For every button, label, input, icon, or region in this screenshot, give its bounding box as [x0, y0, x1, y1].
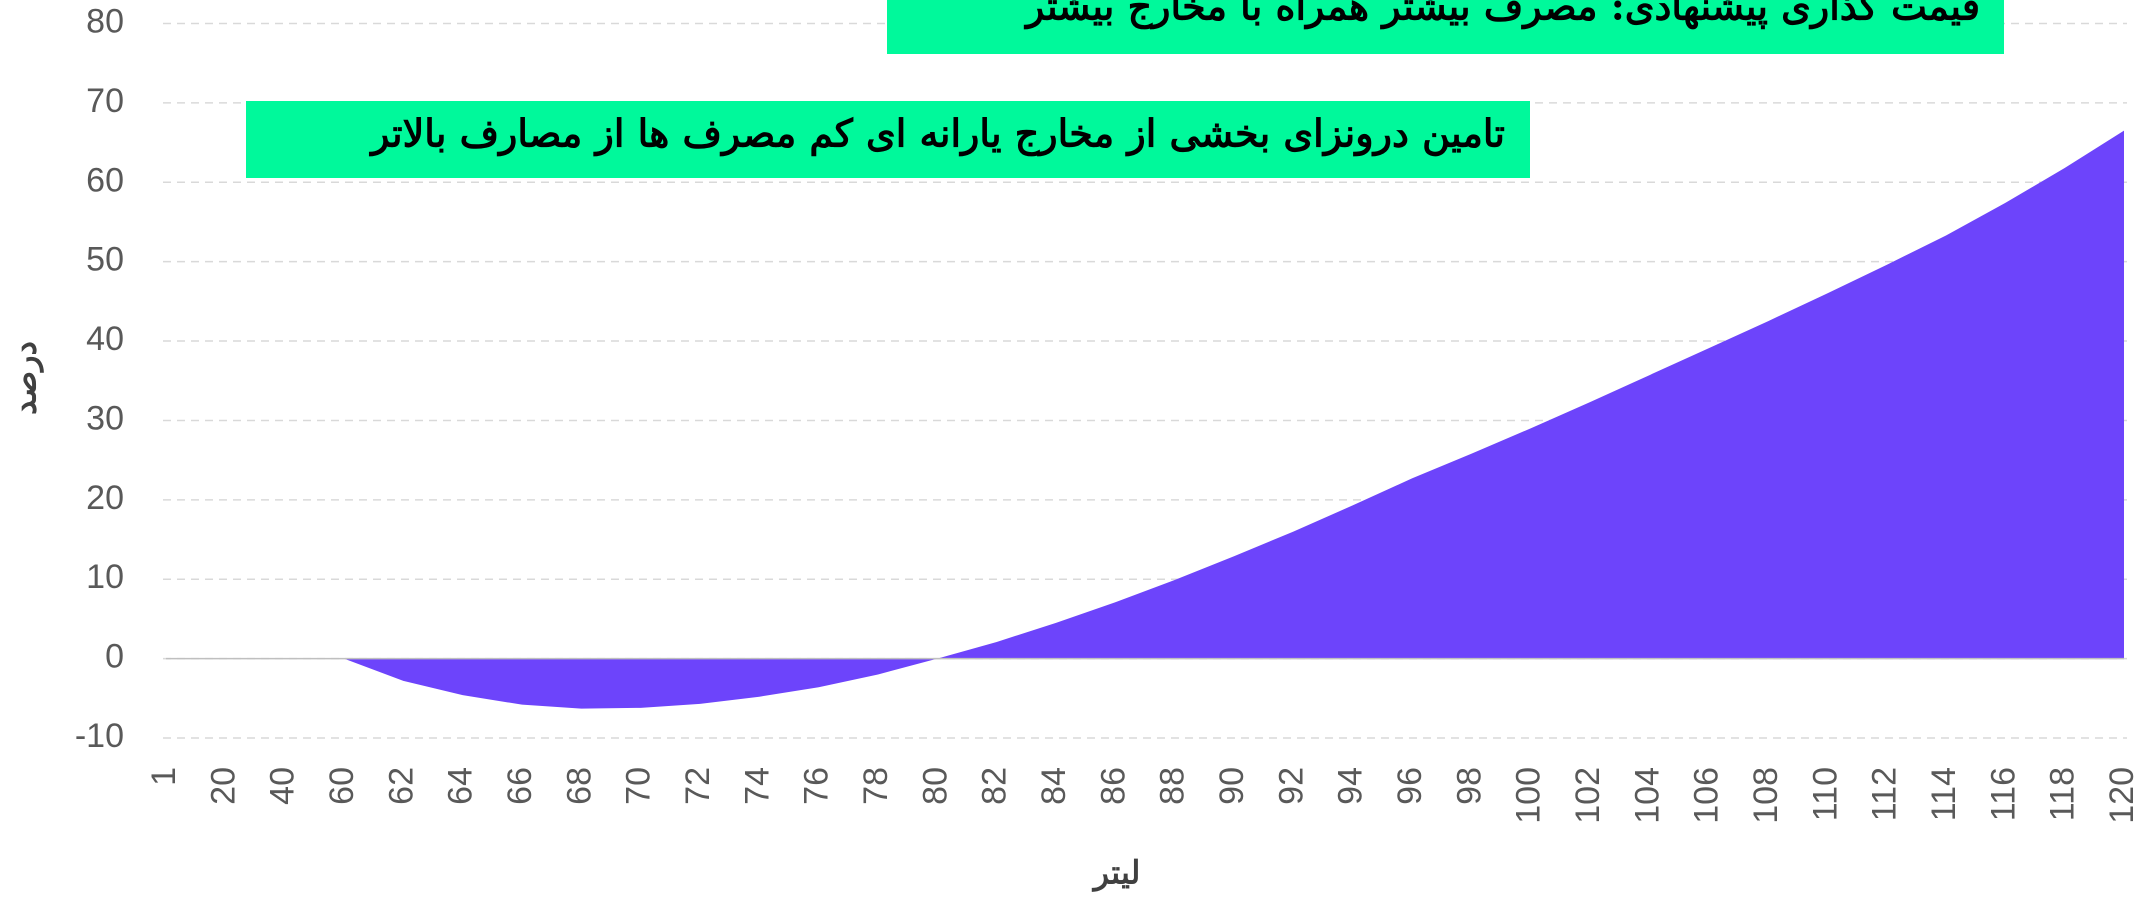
y-tick-label: 40: [86, 320, 124, 358]
x-tick-label: 100: [1510, 767, 1548, 824]
annotation-box: [246, 101, 1530, 178]
y-tick-label: 0: [105, 638, 124, 676]
x-tick-label: 102: [1569, 767, 1607, 824]
x-tick-label: 114: [1925, 767, 1963, 821]
area: [166, 130, 2124, 709]
annotation: تامین درونزای بخشی از مخارج یارانه ای کم…: [368, 111, 1505, 157]
x-tick-label: 74: [738, 767, 776, 805]
y-tick-label: 70: [86, 82, 124, 120]
x-tick-label: 98: [1450, 767, 1488, 805]
x-tick-label: 62: [382, 767, 420, 805]
x-axis-label: لیتر: [1092, 854, 1141, 893]
x-tick-label: 106: [1688, 767, 1726, 824]
x-tick-label: 70: [620, 767, 658, 805]
y-axis-label: درصد: [6, 341, 45, 415]
x-tick-label: 94: [1332, 767, 1370, 805]
x-tick-label: 80: [916, 767, 954, 805]
x-tick-label: 104: [1628, 767, 1666, 824]
y-tick-label: 20: [86, 479, 124, 517]
y-tick-label: 50: [86, 241, 124, 279]
x-tick-label: 120: [2103, 767, 2141, 824]
x-tick-label: 118: [2044, 767, 2082, 821]
y-tick-label: 80: [86, 2, 124, 40]
x-tick-label: 90: [1213, 767, 1251, 805]
x-tick-label: 82: [976, 767, 1014, 805]
x-tick-label: 96: [1391, 767, 1429, 805]
x-tick-label: 60: [323, 767, 361, 805]
x-tick-label: 76: [798, 767, 836, 805]
x-tick-label: 40: [264, 767, 302, 805]
x-tick-label: 92: [1272, 767, 1310, 805]
title-box: [887, 0, 2004, 54]
x-tick-label: 110: [1806, 767, 1844, 821]
chart-title: قیمت گذاری پیشنهادی: مصرف بیشتر همراه با…: [1023, 0, 1980, 31]
x-tick-label: 88: [1154, 767, 1192, 805]
y-tick-label: -10: [75, 717, 124, 755]
y-tick-label: 10: [86, 558, 124, 596]
x-tick-label: 112: [1866, 767, 1904, 821]
x-tick-label: 64: [442, 767, 480, 805]
x-tick-label: 86: [1094, 767, 1132, 805]
x-tick-label: 84: [1035, 767, 1073, 805]
x-tick-label: 66: [501, 767, 539, 805]
y-tick-label: 60: [86, 161, 124, 199]
y-tick-label: 30: [86, 399, 124, 437]
x-tick-label: 108: [1747, 767, 1785, 824]
x-tick-label: 78: [857, 767, 895, 805]
x-tick-label: 20: [204, 767, 242, 805]
x-tick-label: 1: [145, 767, 183, 786]
x-tick-label: 68: [560, 767, 598, 805]
x-tick-label: 116: [1984, 767, 2022, 821]
x-tick-label: 72: [679, 767, 717, 805]
